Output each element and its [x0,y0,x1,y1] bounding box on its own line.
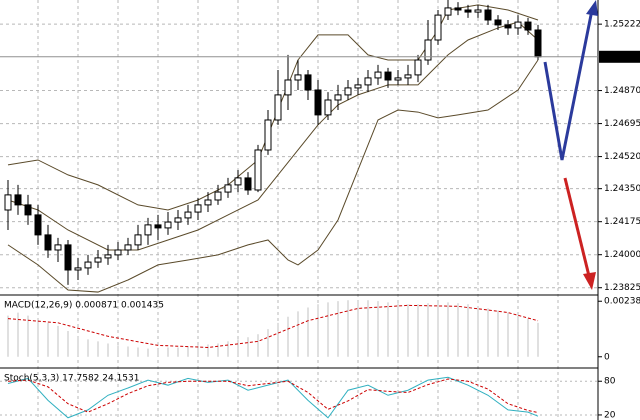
candle-body [34,214,42,236]
candle-body [104,254,112,259]
candle-body [44,234,52,251]
y-tick-label: 1.25222 [604,20,640,30]
candle-body [234,177,242,186]
candle-body [414,59,422,76]
candle-body [114,249,122,256]
candle-body [484,9,492,21]
candle-body [134,234,142,246]
down-arrow [563,177,591,277]
y-tick-label: 1.23825 [604,283,640,293]
up-arrow [543,9,594,161]
indicator-line [7,378,539,414]
candle-body [424,39,432,61]
candle-body [64,244,72,271]
candle-body [174,217,182,223]
candle-body [344,87,352,96]
candle-body [534,29,542,58]
candle-body [334,94,342,101]
candle-body [324,99,332,116]
candle-body [354,84,362,89]
candle-body [314,89,322,116]
y-tick-label: 0.002388 [604,297,640,307]
candle-body [54,244,62,251]
y-tick-label: 1.24350 [604,184,640,194]
candle-body [304,74,312,91]
candle-body [184,211,192,219]
y-tick-label: 0 [604,352,610,362]
candle-body [74,267,82,271]
candle-body [84,261,92,269]
indicator-line [7,21,539,251]
y-tick-label: 1.24520 [604,152,640,162]
candle-body [14,194,22,206]
candle-body [474,9,482,13]
candle-body [244,177,252,191]
panel-title: Stoch(5,3,3) 17.7582 24.1531 [4,374,139,384]
y-tick-label: 1.24175 [604,217,640,227]
down-arrowhead [583,272,596,290]
candle-body [4,194,12,211]
candle-body [94,257,102,263]
candle-body [514,21,522,29]
y-tick-label: 20 [604,410,616,420]
current-price-label: 1.25049 [601,52,638,62]
indicator-line [7,59,539,293]
y-tick-label: 1.24000 [604,250,640,260]
indicator-line [7,304,539,348]
candle-body [154,224,162,229]
candle-body [294,74,302,81]
candle-body [394,77,402,81]
current-price-box [599,50,640,63]
candle-body [204,199,212,206]
candle-body [524,21,532,31]
candle-body [504,24,512,29]
candle-body [464,9,472,13]
candle-body [124,244,132,251]
candle-body [364,77,372,86]
candle-body [374,71,382,79]
candle-body [224,184,232,193]
y-tick-label: 80 [604,377,616,387]
candle-body [444,7,452,16]
y-tick-label: 1.24870 [604,86,640,96]
panel-title: MACD(12,26,9) 0.000871 0.001435 [4,301,164,311]
candle-body [144,224,152,236]
candle-body [264,119,272,151]
candle-body [164,221,172,229]
candle-body [384,71,392,81]
candle-body [454,7,462,11]
candle-body [274,94,282,121]
candle-body [284,79,292,96]
candle-body [24,204,32,216]
candle-body [214,191,222,201]
candle-body [434,14,442,41]
candle-body [404,74,412,79]
candle-body [494,19,502,26]
up-arrowhead [586,0,598,16]
candle-body [254,149,262,191]
y-tick-label: 1.24695 [604,119,640,129]
candle-body [194,204,202,213]
